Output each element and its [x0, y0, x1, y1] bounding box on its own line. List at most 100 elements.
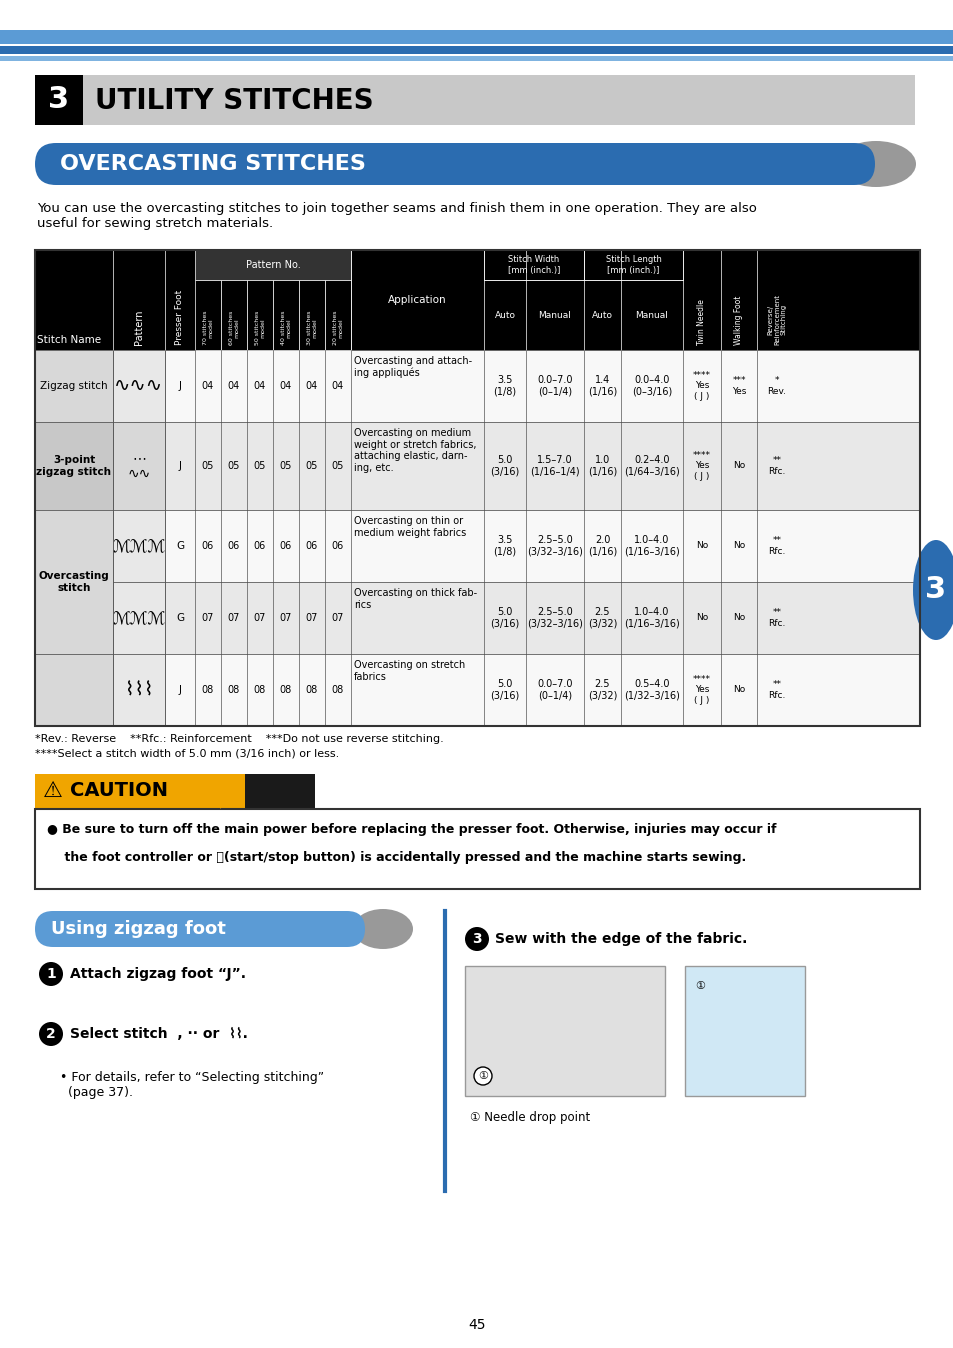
Text: **
Rfc.: ** Rfc. [767, 608, 785, 628]
Text: Stitch Name: Stitch Name [37, 336, 101, 345]
Text: 20 stitches
model: 20 stitches model [333, 310, 343, 345]
Text: CAUTION: CAUTION [70, 782, 168, 801]
Text: Overcasting on thick fab-
rics: Overcasting on thick fab- rics [354, 588, 476, 609]
Text: **
Rfc.: ** Rfc. [767, 457, 785, 476]
Text: Auto: Auto [592, 310, 613, 319]
Text: No: No [732, 613, 744, 623]
Text: Pattern: Pattern [133, 310, 144, 345]
FancyBboxPatch shape [35, 911, 365, 948]
Ellipse shape [353, 909, 413, 949]
Text: 08: 08 [202, 685, 213, 696]
Text: 2.5
(3/32): 2.5 (3/32) [587, 607, 617, 628]
Text: Reverse/
Reinforcement
Stitching: Reverse/ Reinforcement Stitching [766, 294, 786, 345]
Text: 2.5–5.0
(3/32–3/16): 2.5–5.0 (3/32–3/16) [526, 607, 582, 628]
Text: 04: 04 [279, 381, 292, 391]
Bar [35, 510, 112, 654]
Bar [35, 582, 919, 654]
Bar [35, 350, 112, 422]
Text: Stitch Length
[mm (inch.)]: Stitch Length [mm (inch.)] [605, 255, 660, 275]
Text: 3.5
(1/8): 3.5 (1/8) [493, 535, 516, 557]
Bar [464, 967, 664, 1096]
Bar [35, 249, 919, 350]
Text: 5.0
(3/16): 5.0 (3/16) [490, 679, 519, 701]
Text: ℳℳℳ: ℳℳℳ [112, 609, 166, 627]
Text: 04: 04 [202, 381, 213, 391]
Polygon shape [220, 774, 245, 809]
Bar [35, 350, 919, 422]
Text: 1.0–4.0
(1/16–3/16): 1.0–4.0 (1/16–3/16) [623, 607, 679, 628]
Text: ****
Yes
( J ): **** Yes ( J ) [692, 675, 710, 705]
Text: 0.5–4.0
(1/32–3/16): 0.5–4.0 (1/32–3/16) [623, 679, 679, 701]
Text: UTILITY STITCHES: UTILITY STITCHES [95, 88, 374, 115]
Text: 07: 07 [202, 613, 214, 623]
Text: 2: 2 [46, 1027, 56, 1041]
Text: 05: 05 [253, 461, 266, 470]
Text: Walking Foot: Walking Foot [734, 295, 742, 345]
Text: 07: 07 [279, 613, 292, 623]
Text: Using zigzag foot: Using zigzag foot [51, 919, 226, 938]
Text: ① Needle drop point: ① Needle drop point [470, 1111, 590, 1124]
Bar [35, 422, 112, 510]
Text: 07: 07 [306, 613, 318, 623]
Text: 50 stitches
model: 50 stitches model [254, 310, 265, 345]
Text: 2.0
(1/16): 2.0 (1/16) [587, 535, 617, 557]
Text: 06: 06 [253, 541, 266, 551]
Text: Application: Application [388, 295, 446, 305]
Bar [35, 75, 83, 125]
Text: **
Rfc.: ** Rfc. [767, 537, 785, 555]
Text: 04: 04 [306, 381, 317, 391]
Text: 1.0
(1/16): 1.0 (1/16) [587, 456, 617, 477]
Text: 30 stitches
model: 30 stitches model [306, 310, 317, 345]
Bar [35, 75, 914, 125]
Bar [35, 654, 919, 727]
Text: Sew with the edge of the fabric.: Sew with the edge of the fabric. [495, 931, 746, 946]
Text: 08: 08 [332, 685, 344, 696]
Bar [112, 654, 165, 727]
Text: Attach zigzag foot “J”.: Attach zigzag foot “J”. [70, 967, 246, 981]
Text: • For details, refer to “Selecting stitching”
  (page 37).: • For details, refer to “Selecting stitc… [60, 1072, 324, 1099]
Text: ⌇⌇⌇: ⌇⌇⌇ [125, 681, 153, 700]
Text: Manual: Manual [635, 310, 668, 319]
Text: Overcasting
stitch: Overcasting stitch [38, 572, 110, 593]
Bar [35, 654, 112, 727]
Text: the foot controller or ⓘ(start/stop button) is accidentally pressed and the mach: the foot controller or ⓘ(start/stop butt… [47, 851, 745, 864]
Text: Manual: Manual [538, 310, 571, 319]
Text: 04: 04 [332, 381, 344, 391]
Text: ℳℳℳ: ℳℳℳ [112, 537, 166, 555]
Text: J: J [178, 685, 181, 696]
Text: 08: 08 [228, 685, 240, 696]
Bar [35, 809, 919, 888]
Bar [684, 967, 804, 1096]
Text: 08: 08 [253, 685, 266, 696]
Text: 06: 06 [279, 541, 292, 551]
Text: ⚠: ⚠ [43, 780, 63, 801]
Text: 2.5
(3/32): 2.5 (3/32) [587, 679, 617, 701]
Text: 40 stitches
model: 40 stitches model [280, 310, 291, 345]
Text: 60 stitches
model: 60 stitches model [229, 310, 239, 345]
Bar [112, 350, 165, 422]
Text: 1.4
(1/16): 1.4 (1/16) [587, 375, 617, 396]
Text: Overcasting on stretch
fabrics: Overcasting on stretch fabrics [354, 661, 465, 682]
Text: No: No [732, 542, 744, 550]
Text: 06: 06 [306, 541, 317, 551]
Text: Twin Needle: Twin Needle [697, 299, 706, 345]
Text: Select stitch  , ·· or  ⌇⌇.: Select stitch , ·· or ⌇⌇. [70, 1027, 248, 1041]
Text: 04: 04 [253, 381, 266, 391]
Text: Presser Foot: Presser Foot [175, 290, 184, 345]
Text: Pattern No.: Pattern No. [245, 260, 300, 270]
Text: ①: ① [695, 981, 704, 991]
Bar [483, 249, 583, 280]
Text: *
Rev.: * Rev. [767, 376, 785, 396]
Text: OVERCASTING STITCHES: OVERCASTING STITCHES [60, 154, 366, 174]
Bar [221, 280, 247, 350]
Text: No: No [695, 542, 707, 550]
Bar [35, 774, 234, 809]
Text: 06: 06 [332, 541, 344, 551]
Text: 05: 05 [279, 461, 292, 470]
Bar [194, 280, 221, 350]
Text: 70 stitches
model: 70 stitches model [202, 310, 213, 345]
Text: 06: 06 [202, 541, 213, 551]
Text: 08: 08 [306, 685, 317, 696]
Text: 3: 3 [472, 931, 481, 946]
Circle shape [474, 1068, 492, 1085]
